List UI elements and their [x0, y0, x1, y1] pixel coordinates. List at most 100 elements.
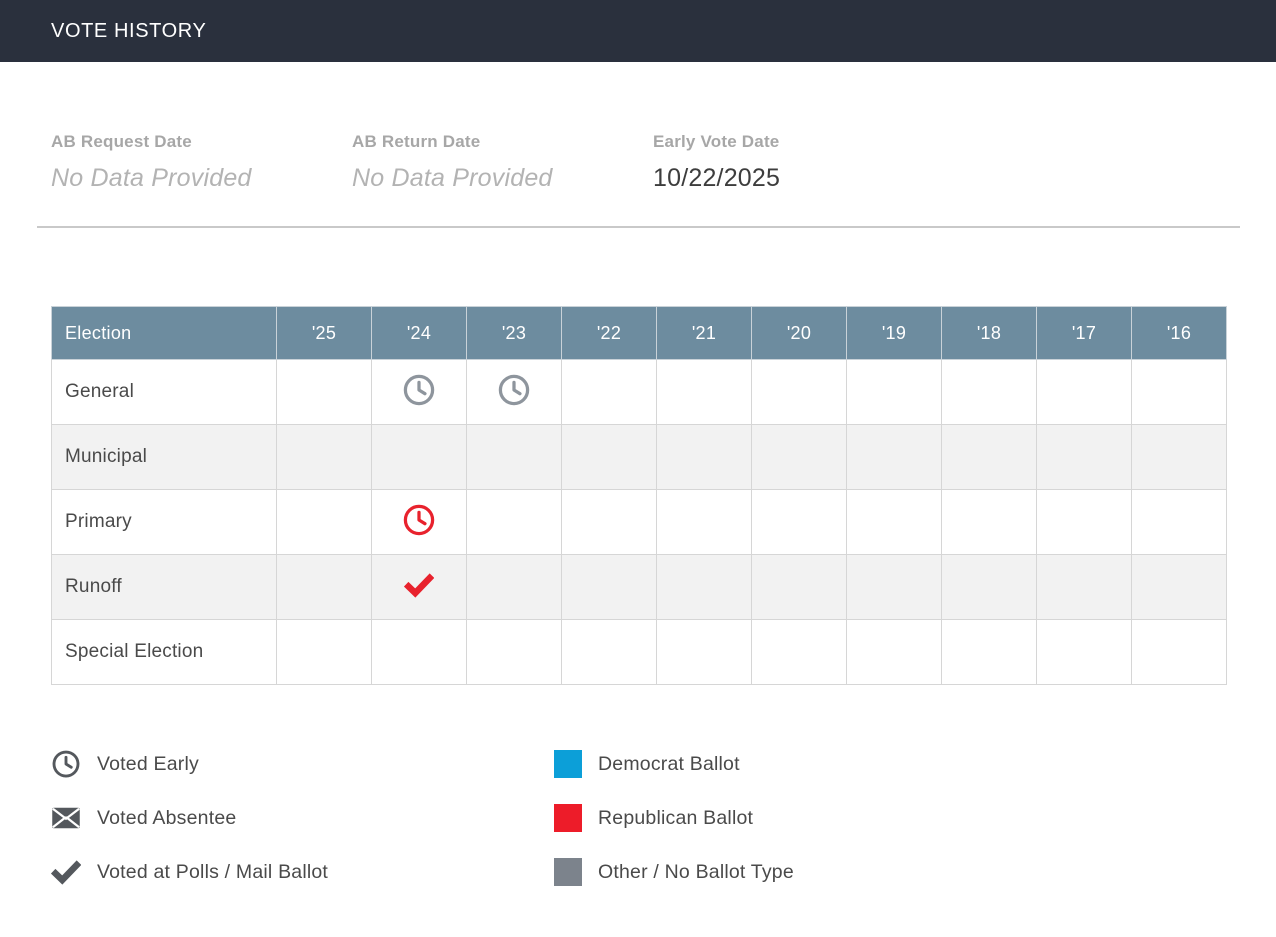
vote-cell: [561, 359, 657, 425]
vote-cell: [466, 554, 562, 620]
table-row: Municipal: [51, 424, 1227, 490]
check-icon: [51, 857, 81, 887]
vote-cell: [276, 424, 372, 490]
summary-field: AB Return Date No Data Provided: [352, 132, 653, 193]
legend-vote-methods: Voted Early Voted Absentee Voted at Polls …: [51, 749, 553, 911]
table-row: Primary: [51, 489, 1227, 555]
clock-icon: [402, 373, 436, 412]
vote-cell: [1131, 424, 1227, 490]
column-header-year: '21: [656, 306, 752, 360]
legend: Voted Early Voted Absentee Voted at Polls …: [51, 749, 1276, 911]
column-header-year: '22: [561, 306, 657, 360]
vote-cell: [276, 489, 372, 555]
row-label: General: [51, 359, 277, 425]
vote-cell: [276, 554, 372, 620]
vote-cell: [561, 554, 657, 620]
vote-cell: [941, 619, 1037, 685]
vote-cell: [276, 359, 372, 425]
column-header-year: '20: [751, 306, 847, 360]
vote-cell: [466, 619, 562, 685]
ballot-color-swatch: [554, 858, 582, 886]
summary-field: Early Vote Date 10/22/2025: [653, 132, 954, 193]
vote-cell: [751, 424, 847, 490]
vote-cell: [466, 359, 562, 425]
legend-item-label: Voted Absentee: [97, 806, 237, 829]
ballot-color-swatch: [554, 750, 582, 778]
column-header-year: '24: [371, 306, 467, 360]
table-row: General: [51, 359, 1227, 425]
vote-cell: [371, 359, 467, 425]
legend-item: Voted Early: [51, 749, 553, 779]
summary-fields: AB Request Date No Data Provided AB Return…: [51, 132, 1276, 193]
vote-cell: [751, 619, 847, 685]
page-title: VOTE HISTORY: [51, 19, 207, 42]
vote-cell: [371, 424, 467, 490]
vote-cell: [466, 424, 562, 490]
vote-history-header-bar: VOTE HISTORY: [0, 0, 1276, 62]
legend-item-label: Other / No Ballot Type: [598, 860, 794, 883]
vote-cell: [656, 619, 752, 685]
vote-cell: [1131, 554, 1227, 620]
row-label: Municipal: [51, 424, 277, 490]
vote-cell: [561, 619, 657, 685]
row-label: Special Election: [51, 619, 277, 685]
vote-cell: [941, 424, 1037, 490]
row-label: Primary: [51, 489, 277, 555]
vote-cell: [1131, 489, 1227, 555]
vote-cell: [846, 359, 942, 425]
section-divider: [37, 226, 1240, 228]
check-icon: [403, 570, 435, 605]
vote-cell: [1036, 424, 1132, 490]
clock-icon: [497, 373, 531, 412]
clock-icon: [402, 503, 436, 542]
vote-history-table-wrap: Election '25'24'23'22'21'20'19'18'17'16 G…: [51, 306, 1276, 685]
summary-field-label: AB Return Date: [352, 132, 481, 151]
legend-item-label: Voted at Polls / Mail Ballot: [97, 860, 329, 883]
vote-cell: [561, 489, 657, 555]
summary-field-value: No Data Provided: [352, 164, 553, 192]
row-label: Runoff: [51, 554, 277, 620]
legend-item: Democrat Ballot: [553, 749, 1055, 779]
column-header-year: '17: [1036, 306, 1132, 360]
vote-cell: [751, 554, 847, 620]
column-header-election: Election: [51, 306, 277, 360]
vote-cell: [371, 619, 467, 685]
column-header-year: '25: [276, 306, 372, 360]
summary-field-value: 10/22/2025: [653, 164, 781, 192]
vote-cell: [371, 489, 467, 555]
vote-cell: [656, 424, 752, 490]
vote-cell: [656, 359, 752, 425]
vote-cell: [1131, 359, 1227, 425]
vote-cell: [846, 424, 942, 490]
vote-cell: [1036, 554, 1132, 620]
vote-cell: [751, 489, 847, 555]
table-row: Runoff: [51, 554, 1227, 620]
vote-cell: [276, 619, 372, 685]
vote-cell: [656, 489, 752, 555]
vote-cell: [846, 619, 942, 685]
vote-cell: [941, 489, 1037, 555]
vote-cell: [656, 554, 752, 620]
column-header-year: '23: [466, 306, 562, 360]
vote-cell: [846, 554, 942, 620]
vote-cell: [1036, 619, 1132, 685]
vote-cell: [1036, 489, 1132, 555]
ballot-color-swatch: [554, 804, 582, 832]
vote-cell: [941, 554, 1037, 620]
vote-cell: [371, 554, 467, 620]
vote-cell: [466, 489, 562, 555]
legend-item: Other / No Ballot Type: [553, 857, 1055, 887]
legend-item-label: Republican Ballot: [598, 806, 754, 829]
column-header-year: '16: [1131, 306, 1227, 360]
summary-field-label: Early Vote Date: [653, 132, 780, 151]
vote-cell: [751, 359, 847, 425]
clock-icon: [51, 749, 81, 779]
column-header-year: '19: [846, 306, 942, 360]
vote-cell: [1036, 359, 1132, 425]
legend-item: Voted at Polls / Mail Ballot: [51, 857, 553, 887]
summary-field-label: AB Request Date: [51, 132, 192, 151]
legend-item: Voted Absentee: [51, 803, 553, 833]
summary-field-value: No Data Provided: [51, 164, 252, 192]
vote-cell: [561, 424, 657, 490]
legend-item-label: Voted Early: [97, 752, 199, 775]
